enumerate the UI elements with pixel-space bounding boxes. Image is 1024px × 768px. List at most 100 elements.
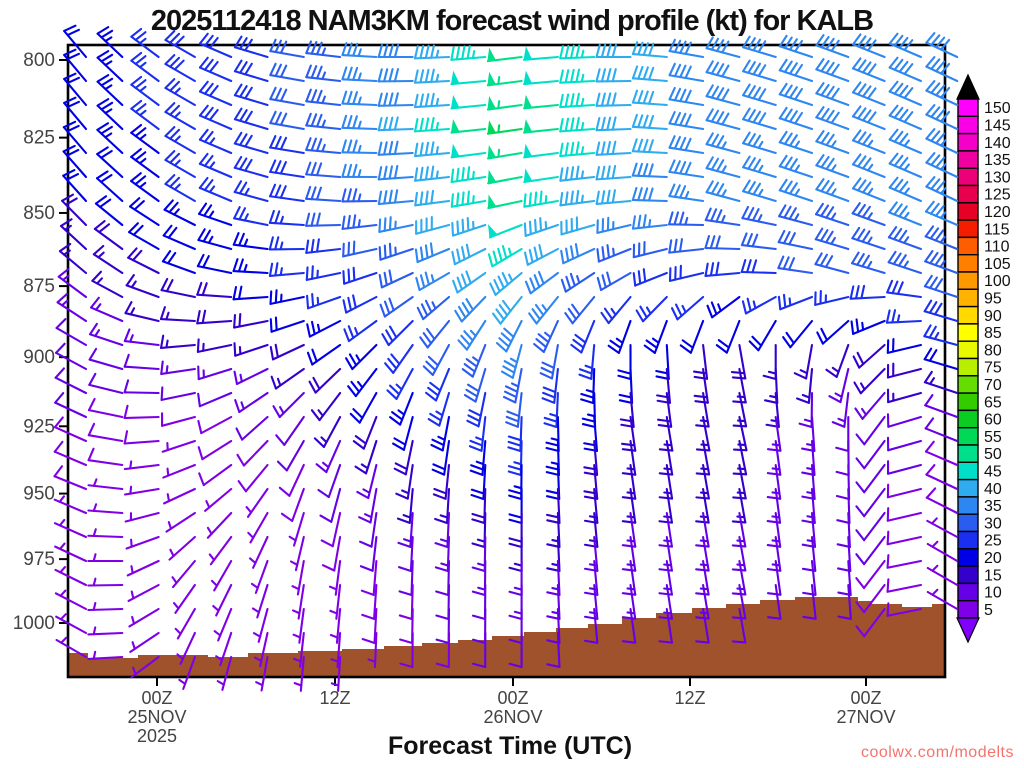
wind-barb xyxy=(502,367,523,404)
wind-barb xyxy=(130,99,160,131)
wind-barb xyxy=(926,564,959,587)
wind-barb xyxy=(329,583,342,620)
wind-barb xyxy=(168,535,196,561)
wind-barb xyxy=(495,319,523,353)
svg-text:12Z: 12Z xyxy=(319,688,350,708)
wind-barb xyxy=(524,270,559,295)
svg-text:950: 950 xyxy=(23,484,55,505)
wind-barb xyxy=(232,285,269,301)
wind-barb xyxy=(778,58,814,83)
svg-text:95: 95 xyxy=(984,290,1002,307)
svg-text:25NOV: 25NOV xyxy=(127,707,186,727)
wind-barb xyxy=(130,75,160,107)
wind-barb xyxy=(215,631,233,667)
wind-barb xyxy=(463,367,487,403)
wind-barb xyxy=(123,328,160,347)
wind-barb xyxy=(343,319,378,343)
wind-barb xyxy=(342,266,378,285)
wind-barb xyxy=(855,439,886,470)
wind-barb xyxy=(62,120,88,155)
wind-barb xyxy=(886,460,922,475)
wind-barb xyxy=(705,60,741,83)
wind-barb xyxy=(171,559,196,589)
wind-barb xyxy=(668,238,705,254)
wind-barb xyxy=(378,242,414,261)
wind-barb xyxy=(291,583,305,620)
wind-barb xyxy=(815,106,850,131)
wind-barb xyxy=(88,372,124,395)
wind-barb xyxy=(204,487,233,512)
wind-barb xyxy=(925,32,959,59)
wind-barb xyxy=(435,631,451,669)
wind-barb xyxy=(164,102,196,131)
wind-barb xyxy=(130,123,160,155)
wind-barb xyxy=(342,240,378,258)
wind-barb xyxy=(305,265,342,281)
wind-barb xyxy=(705,180,741,203)
wind-barb xyxy=(706,295,741,319)
wind-barb xyxy=(854,391,886,420)
wind-barb xyxy=(631,89,668,107)
wind-barb xyxy=(596,271,632,292)
wind-barb xyxy=(254,631,269,668)
wind-barb xyxy=(767,583,782,620)
wind-barb xyxy=(367,631,378,669)
wind-barb xyxy=(559,141,596,158)
wind-barb xyxy=(55,636,88,659)
wind-barb xyxy=(232,258,269,275)
wind-barb xyxy=(925,176,959,203)
wind-barb xyxy=(305,40,342,59)
wind-barb xyxy=(280,487,305,522)
wind-barb xyxy=(378,216,414,233)
wind-barb xyxy=(855,535,886,566)
wind-barb xyxy=(123,460,160,471)
wind-barb xyxy=(560,216,596,236)
wind-barb xyxy=(631,113,668,131)
wind-barb xyxy=(87,626,124,636)
wind-barb xyxy=(422,343,451,376)
wind-barb xyxy=(925,128,959,155)
wind-barb xyxy=(128,607,160,628)
wind-barb xyxy=(886,483,922,499)
svg-text:925: 925 xyxy=(23,416,55,437)
wind-barb xyxy=(704,234,741,251)
wind-barb xyxy=(233,206,269,227)
wind-barb xyxy=(742,155,777,179)
wind-barb xyxy=(341,188,378,203)
wind-barb xyxy=(349,391,378,424)
wind-barb xyxy=(305,185,342,203)
wind-barb xyxy=(679,319,705,354)
wind-barb xyxy=(600,295,632,325)
wind-barb xyxy=(198,463,233,487)
wind-barb xyxy=(705,108,741,131)
wind-barb xyxy=(130,655,160,679)
svg-text:90: 90 xyxy=(984,308,1002,325)
wind-barb xyxy=(210,559,233,592)
wind-barb xyxy=(523,143,559,159)
wind-barb xyxy=(668,159,705,179)
wind-barb xyxy=(578,343,596,380)
wind-barb xyxy=(668,62,705,83)
wind-barb xyxy=(425,367,451,402)
wind-barb xyxy=(165,511,196,533)
wind-barb xyxy=(413,44,451,60)
wind-barb xyxy=(161,412,196,427)
wind-barb xyxy=(55,613,88,635)
wind-barb xyxy=(431,439,451,476)
wind-barb xyxy=(393,439,414,476)
wind-barb xyxy=(427,391,451,427)
wind-barb xyxy=(306,343,342,366)
wind-barb xyxy=(61,193,88,227)
svg-text:00Z: 00Z xyxy=(141,688,172,708)
wind-barb xyxy=(330,631,342,668)
wind-barb xyxy=(851,81,886,107)
wind-barb xyxy=(621,607,637,644)
wind-barb xyxy=(796,367,814,404)
wind-barb xyxy=(559,116,596,133)
wind-barb xyxy=(377,140,414,156)
wind-barb xyxy=(924,440,959,467)
wind-barb xyxy=(124,485,160,496)
wind-barb xyxy=(523,168,559,184)
wind-barb xyxy=(414,141,451,158)
wind-barb xyxy=(88,322,124,347)
